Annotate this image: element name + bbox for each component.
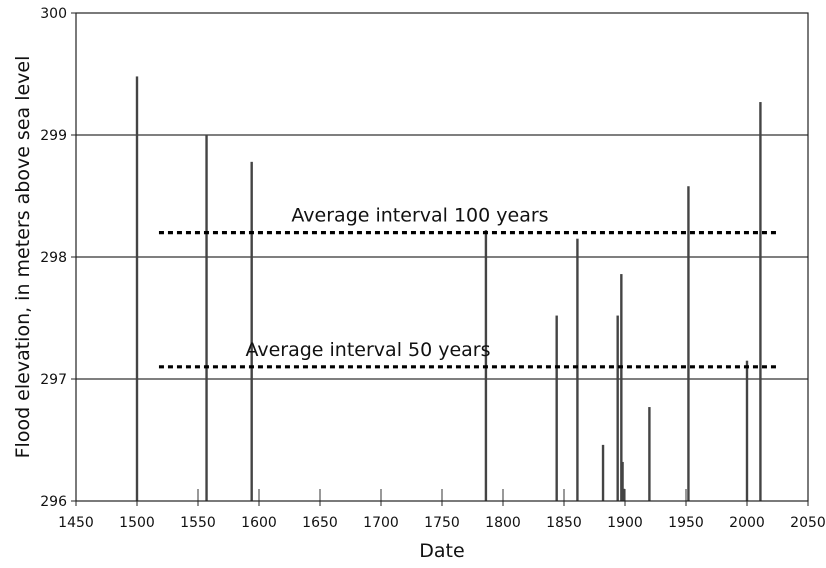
flood-bars <box>135 76 762 502</box>
x-tick-label: 1950 <box>668 515 704 531</box>
flood-bar <box>745 360 749 501</box>
flood-bar <box>622 488 625 501</box>
flood-bar <box>621 461 624 501</box>
flood-bar <box>205 135 208 501</box>
x-tick-label: 1450 <box>58 515 94 531</box>
x-axis-ticks: 1450 1500 1550 1600 1650 1700 1750 1800 1850 1900… <box>58 501 826 531</box>
grid-lines <box>76 134 808 380</box>
reference-label: Average interval 50 years <box>245 339 490 361</box>
reference-label: Average interval 100 years <box>291 205 548 227</box>
flood-bar <box>620 274 623 501</box>
y-tick-label: 296 <box>40 494 67 510</box>
x-tick-label: 1900 <box>607 515 643 531</box>
x-tick-label: 2000 <box>729 515 765 531</box>
x-tick-label: 2050 <box>790 515 826 531</box>
y-tick-label: 300 <box>40 6 67 22</box>
x-tick-label: 1750 <box>424 515 460 531</box>
x-tick-label: 1550 <box>180 515 216 531</box>
flood-bar <box>135 76 139 501</box>
x-tick-label: 1800 <box>485 515 521 531</box>
x-tick-label: 1650 <box>302 515 338 531</box>
y-tick-label: 298 <box>40 250 67 266</box>
minor-marks <box>197 489 748 501</box>
x-axis-title: Date <box>419 540 464 562</box>
flood-bar <box>250 161 253 501</box>
x-tick-label: 1600 <box>241 515 277 531</box>
y-axis-title: Flood elevation, in meters above sea lev… <box>12 56 34 459</box>
reference-lines: Average interval 100 years Average interv… <box>158 205 778 369</box>
flood-bar <box>648 407 651 501</box>
y-tick-label: 299 <box>40 128 67 144</box>
flood-bar <box>759 102 762 501</box>
y-tick-label: 297 <box>40 372 67 388</box>
x-tick-label: 1500 <box>119 515 155 531</box>
flood-bar <box>555 315 558 501</box>
flood-bar <box>601 444 605 501</box>
y-axis-ticks: 296 297 298 299 300 <box>40 6 76 510</box>
flood-bar <box>687 186 690 502</box>
x-tick-label: 1850 <box>546 515 582 531</box>
flood-bar <box>616 315 619 501</box>
flood-bar <box>576 238 579 501</box>
x-tick-label: 1700 <box>363 515 399 531</box>
